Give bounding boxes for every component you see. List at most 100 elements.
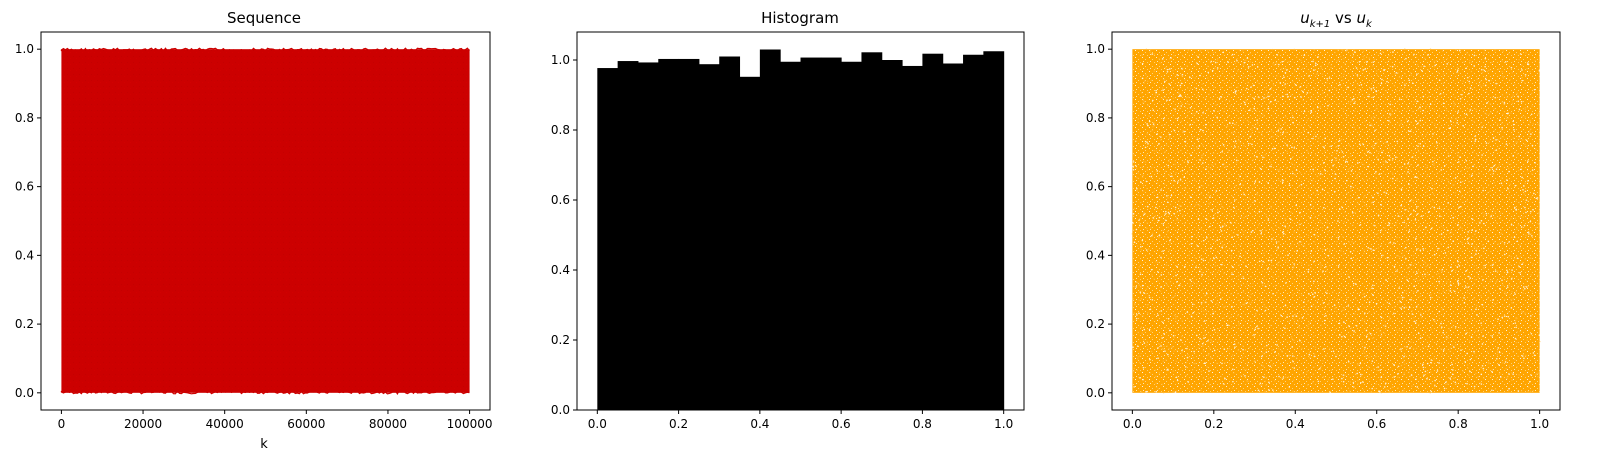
scatter-point [1524,173,1527,176]
scatter-point [1346,390,1348,393]
scatter-point [1154,214,1157,217]
scatter-point [1333,257,1335,260]
scatter-ytick-label: 0.6 [1086,180,1105,194]
scatter-point [1373,311,1375,314]
scatter-point [1259,382,1262,385]
scatter-point [1257,389,1260,392]
scatter-point [1363,249,1366,251]
scatter-point [1362,350,1365,352]
scatter-point [1376,155,1378,157]
scatter-point [1275,225,1277,227]
scatter-point [1346,192,1348,195]
scatter-point [1138,217,1141,220]
scatter-point [1404,354,1406,357]
scatter-point [1145,180,1148,183]
scatter-point [1470,108,1472,110]
scatter-point [1183,130,1186,133]
scatter-point [1301,347,1303,350]
scatter-point [1459,343,1462,346]
scatter-point [1230,316,1232,319]
scatter-point [1493,241,1496,243]
scatter-point [1367,150,1370,153]
scatter-point [1370,88,1373,90]
scatter-point [1480,329,1482,332]
scatter-point [1499,190,1502,192]
scatter-point [1463,302,1466,304]
scatter-point [1373,58,1376,61]
scatter-point [1463,114,1466,116]
scatter-point [1155,390,1158,393]
scatter-point [1436,172,1439,174]
scatter-point [1527,366,1530,368]
scatter-point [1343,307,1346,309]
scatter-point [1444,252,1447,254]
histogram-bar [678,58,700,410]
scatter-point [1493,324,1495,327]
scatter-point [1193,147,1196,150]
scatter-point [1235,159,1238,162]
scatter-point [1226,334,1229,337]
scatter-point [1416,353,1419,356]
scatter-point [1508,196,1511,199]
scatter-point [1317,92,1319,95]
scatter-point [1405,224,1407,226]
scatter-point [1236,109,1239,112]
scatter-point [1259,167,1262,170]
scatter-point [1515,326,1517,329]
scatter-point [1535,197,1538,200]
scatter-point [1529,210,1532,213]
scatter-point [1245,302,1248,305]
scatter-point [1479,80,1482,83]
scatter-point [1494,210,1497,213]
scatter-point [1321,226,1324,229]
scatter-point [1140,286,1142,288]
scatter-point [1266,307,1269,310]
scatter-point [1421,135,1423,137]
scatter-point [1505,117,1508,120]
scatter-point [1230,357,1233,360]
histogram-ytick-label: 0.8 [551,123,570,137]
scatter-point [1202,377,1205,379]
scatter-point [1456,66,1459,69]
scatter-point [1139,291,1142,293]
scatter-point [1278,127,1281,129]
scatter-point [1538,223,1540,226]
scatter-point [1164,123,1167,126]
scatter-point [1231,266,1234,268]
scatter-point [1467,180,1470,183]
scatter-point [1324,169,1327,172]
scatter-point [1217,211,1219,214]
scatter-point [1478,196,1480,198]
scatter-point [1176,321,1178,323]
scatter-point [1345,50,1348,53]
scatter-point [1441,308,1444,311]
scatter-point [1234,346,1236,348]
scatter-point [1530,232,1532,235]
scatter-point [1454,325,1457,328]
scatter-point [1368,356,1370,359]
scatter-point [1436,98,1439,100]
scatter-point [1236,70,1239,72]
scatter-point [1411,156,1414,158]
scatter-point [1239,244,1242,247]
scatter-point [1477,276,1480,278]
scatter-point [1332,164,1334,167]
scatter-point [1449,235,1452,238]
scatter-point [1250,275,1252,278]
scatter-point [1263,187,1266,189]
scatter-point [1231,387,1234,389]
scatter-point [1256,309,1258,312]
scatter-point [1190,242,1193,245]
scatter-point [1522,335,1525,338]
scatter-point [1141,62,1144,65]
scatter-point [1484,57,1487,60]
scatter-point [1167,211,1170,214]
scatter-point [1211,209,1213,211]
scatter-point [1465,67,1468,70]
scatter-point [1405,173,1408,175]
scatter-point [1383,386,1386,388]
scatter-point [1312,98,1314,101]
scatter-point [1254,199,1256,202]
scatter-point [1296,274,1298,277]
scatter-point [1257,96,1260,98]
